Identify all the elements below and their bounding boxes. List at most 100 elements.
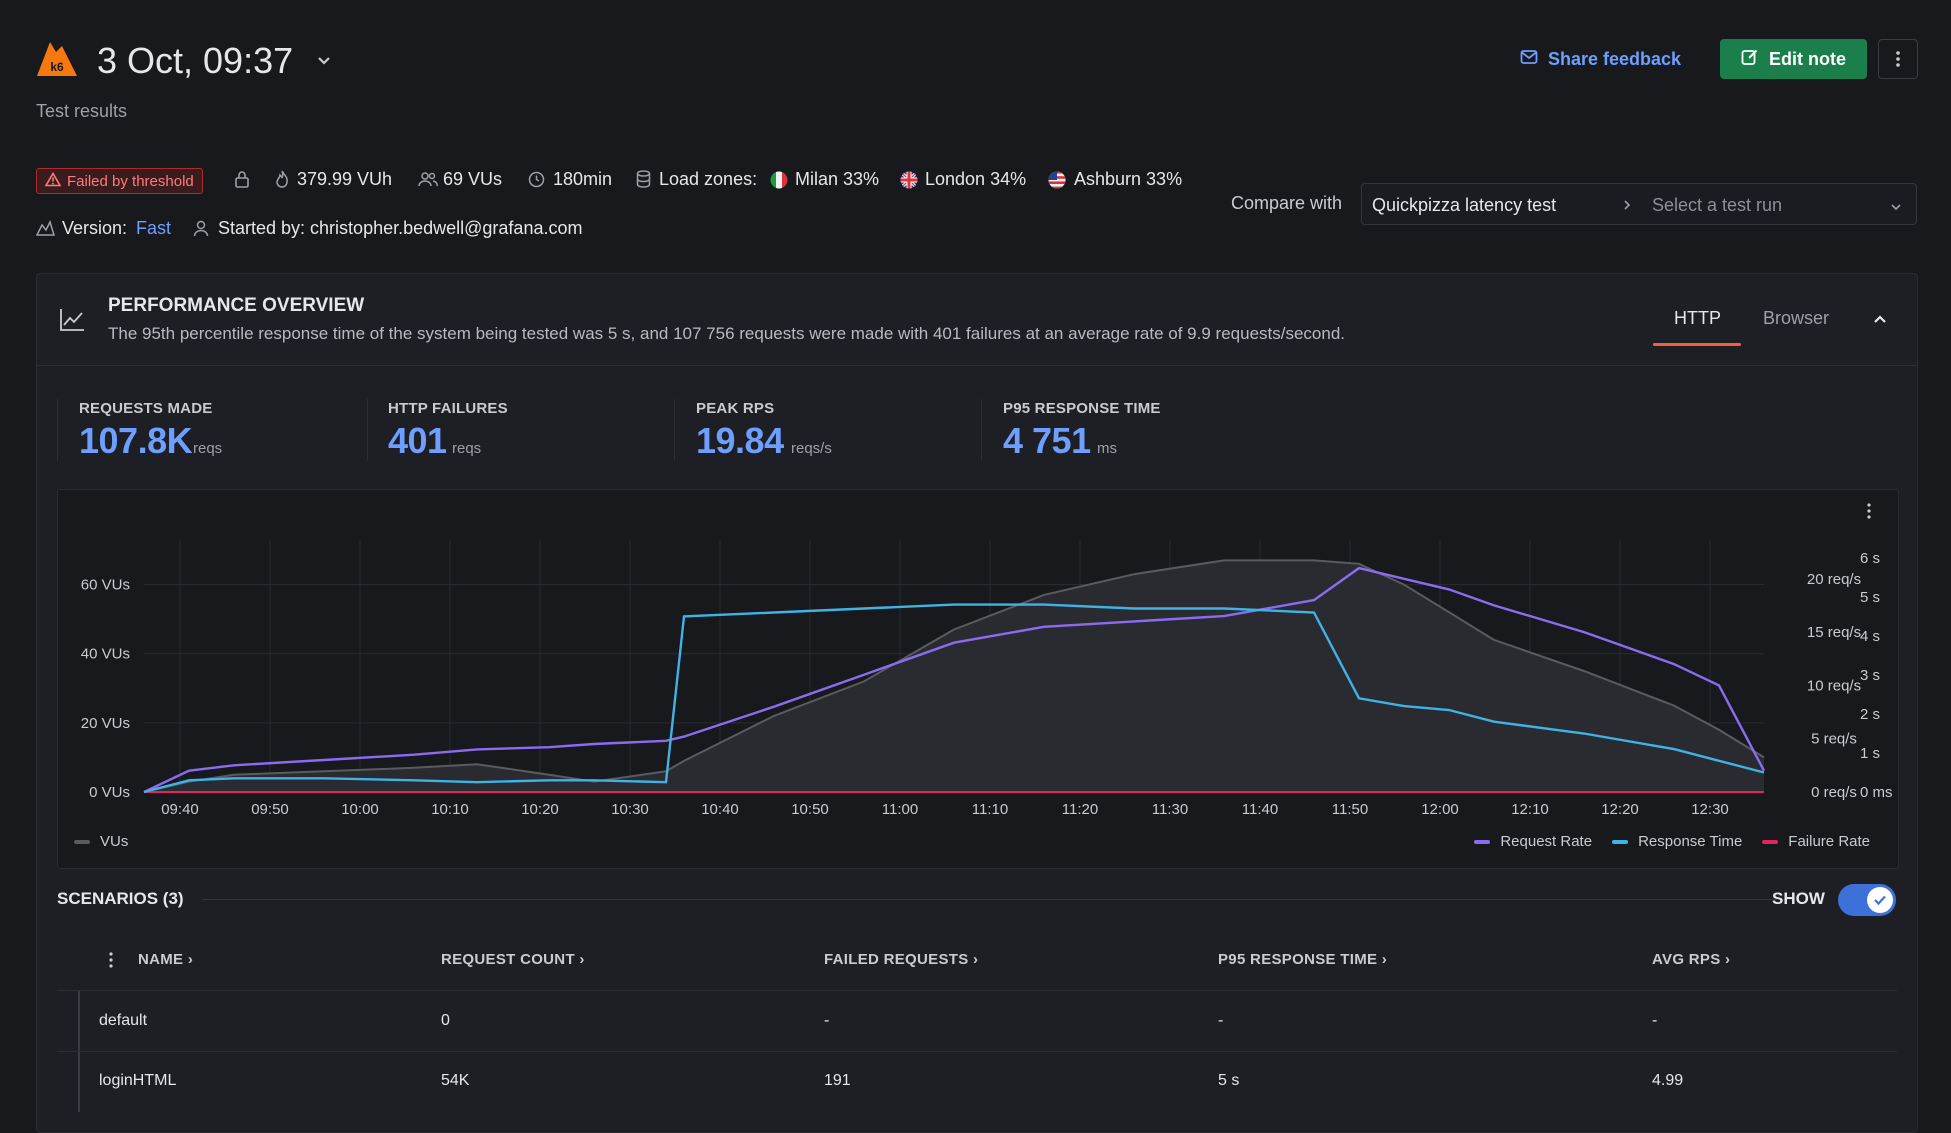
uk-flag-icon	[900, 171, 918, 194]
data-point	[142, 790, 146, 794]
cell-p95: 5 s	[1218, 1072, 1240, 1089]
share-feedback-button[interactable]: Share feedback	[1520, 44, 1681, 74]
y-left-tick-label: 60 VUs	[81, 577, 130, 594]
legend-request-rate-label: Request Rate	[1500, 833, 1593, 850]
performance-overview-panel: PERFORMANCE OVERVIEW The 95th percentile…	[36, 273, 1918, 1133]
x-tick-label: 09:50	[251, 801, 289, 818]
data-point	[1042, 603, 1046, 607]
data-point	[664, 790, 668, 794]
data-point	[772, 714, 776, 718]
data-point	[592, 742, 596, 746]
y-left-tick-label: 40 VUs	[81, 646, 130, 663]
data-point	[1042, 593, 1046, 597]
legend-failure-rate-swatch	[1762, 839, 1779, 844]
scenarios-divider	[202, 899, 1795, 900]
data-point	[1447, 708, 1451, 712]
table-settings-icon[interactable]	[108, 951, 114, 974]
column-header-failed-requests[interactable]: FAILED REQUESTS ›	[824, 951, 978, 968]
column-header-avg-rps-label: AVG RPS	[1652, 951, 1721, 968]
compare-select[interactable]: Quickpizza latency test Select a test ru…	[1361, 183, 1917, 225]
data-point	[682, 735, 686, 739]
performance-chart[interactable]: 09:40 09:50 10:00 10:10 10:20 10:30 10:40 10:50…	[58, 490, 1898, 868]
data-point	[1042, 790, 1046, 794]
cell-request-count: 0	[441, 1012, 450, 1029]
y-right-time-tick-label: 6 s	[1860, 550, 1880, 567]
y-right-rate-tick-label: 10 req/s	[1807, 677, 1861, 694]
legend-vus[interactable]: VUs	[74, 833, 128, 850]
data-point	[1717, 790, 1721, 794]
data-point	[1312, 598, 1316, 602]
overview-title: PERFORMANCE OVERVIEW	[108, 295, 365, 316]
data-point	[1402, 704, 1406, 708]
cell-name[interactable]: loginHTML	[99, 1072, 177, 1089]
cell-name[interactable]: default	[99, 1012, 148, 1029]
mail-icon	[1520, 49, 1538, 70]
edit-note-button[interactable]: Edit note	[1720, 39, 1867, 79]
x-tick-label: 12:00	[1421, 801, 1459, 818]
data-point	[1492, 720, 1496, 724]
data-point	[547, 778, 551, 782]
data-point	[772, 790, 776, 794]
test-run-select[interactable]: Select a test run	[1652, 195, 1783, 215]
data-point	[1402, 577, 1406, 581]
x-tick-label: 11:50	[1332, 801, 1368, 818]
data-point	[1762, 790, 1766, 794]
stat-failures-value: 401	[388, 420, 447, 461]
data-point	[1222, 607, 1226, 611]
show-toggle[interactable]	[1838, 884, 1896, 916]
data-point	[412, 753, 416, 757]
column-header-p95[interactable]: P95 RESPONSE TIME ›	[1218, 951, 1387, 968]
data-point	[1357, 566, 1361, 570]
vertical-dots-icon	[1896, 51, 1900, 67]
legend-failure-rate[interactable]: Failure Rate	[1762, 833, 1870, 850]
table-row[interactable]: default 0 - - -	[57, 991, 1897, 1051]
version-link[interactable]: Fast	[136, 218, 172, 238]
data-point	[322, 769, 326, 773]
compare-test-name[interactable]: Quickpizza latency test	[1372, 195, 1557, 215]
data-point	[1357, 696, 1361, 700]
tab-browser[interactable]: Browser	[1763, 308, 1830, 328]
stat-peak-rps-unit: reqs/s	[791, 440, 832, 457]
data-point	[862, 679, 866, 683]
legend-response-time[interactable]: Response Time	[1612, 833, 1742, 850]
data-point	[862, 673, 866, 677]
user-icon	[193, 220, 209, 242]
cell-avg-rps: -	[1652, 1012, 1658, 1029]
collapse-chevron-icon[interactable]	[1872, 312, 1888, 330]
x-tick-label: 11:40	[1242, 801, 1278, 818]
zone-milan: Milan 33%	[795, 169, 880, 189]
version-label: Version:	[62, 218, 128, 238]
data-point	[1312, 558, 1316, 562]
stat-divider	[674, 399, 675, 461]
stat-peak-rps-value: 19.84	[696, 420, 784, 461]
chart-panel: 09:40 09:50 10:00 10:10 10:20 10:30 10:40 10:50…	[57, 489, 1899, 869]
table-row[interactable]: loginHTML 54K 191 5 s 4.99	[57, 1052, 1897, 1112]
lock-icon	[234, 170, 250, 193]
data-point	[952, 790, 956, 794]
zone-london: London 34%	[925, 169, 1027, 189]
chart-menu-button[interactable]	[1866, 502, 1872, 525]
italy-flag-icon	[770, 171, 788, 194]
column-header-name[interactable]: NAME ›	[138, 951, 193, 968]
column-header-avg-rps[interactable]: AVG RPS ›	[1652, 951, 1730, 968]
page-title[interactable]: 3 Oct, 09:37	[97, 40, 294, 81]
stat-peak-rps-label: PEAK RPS	[696, 400, 775, 417]
more-options-button[interactable]	[1878, 39, 1918, 79]
stat-divider	[367, 399, 368, 461]
tab-http[interactable]: HTTP	[1674, 308, 1721, 328]
data-point	[664, 780, 668, 784]
data-point	[475, 747, 479, 751]
row-indicator	[78, 991, 80, 1051]
column-header-request-count[interactable]: REQUEST COUNT ›	[441, 951, 585, 968]
stat-requests-label: REQUESTS MADE	[79, 400, 213, 417]
cell-p95: -	[1218, 1012, 1224, 1029]
sort-chevron-icon: ›	[973, 951, 979, 968]
data-point	[187, 769, 191, 773]
legend-vus-label: VUs	[100, 833, 129, 850]
legend-request-rate[interactable]: Request Rate	[1474, 833, 1592, 850]
data-point	[412, 778, 416, 782]
chevron-down-icon[interactable]	[316, 54, 332, 68]
y-right-time-tick-label: 1 s	[1860, 745, 1880, 762]
data-point	[1672, 747, 1676, 751]
data-point	[412, 790, 416, 794]
